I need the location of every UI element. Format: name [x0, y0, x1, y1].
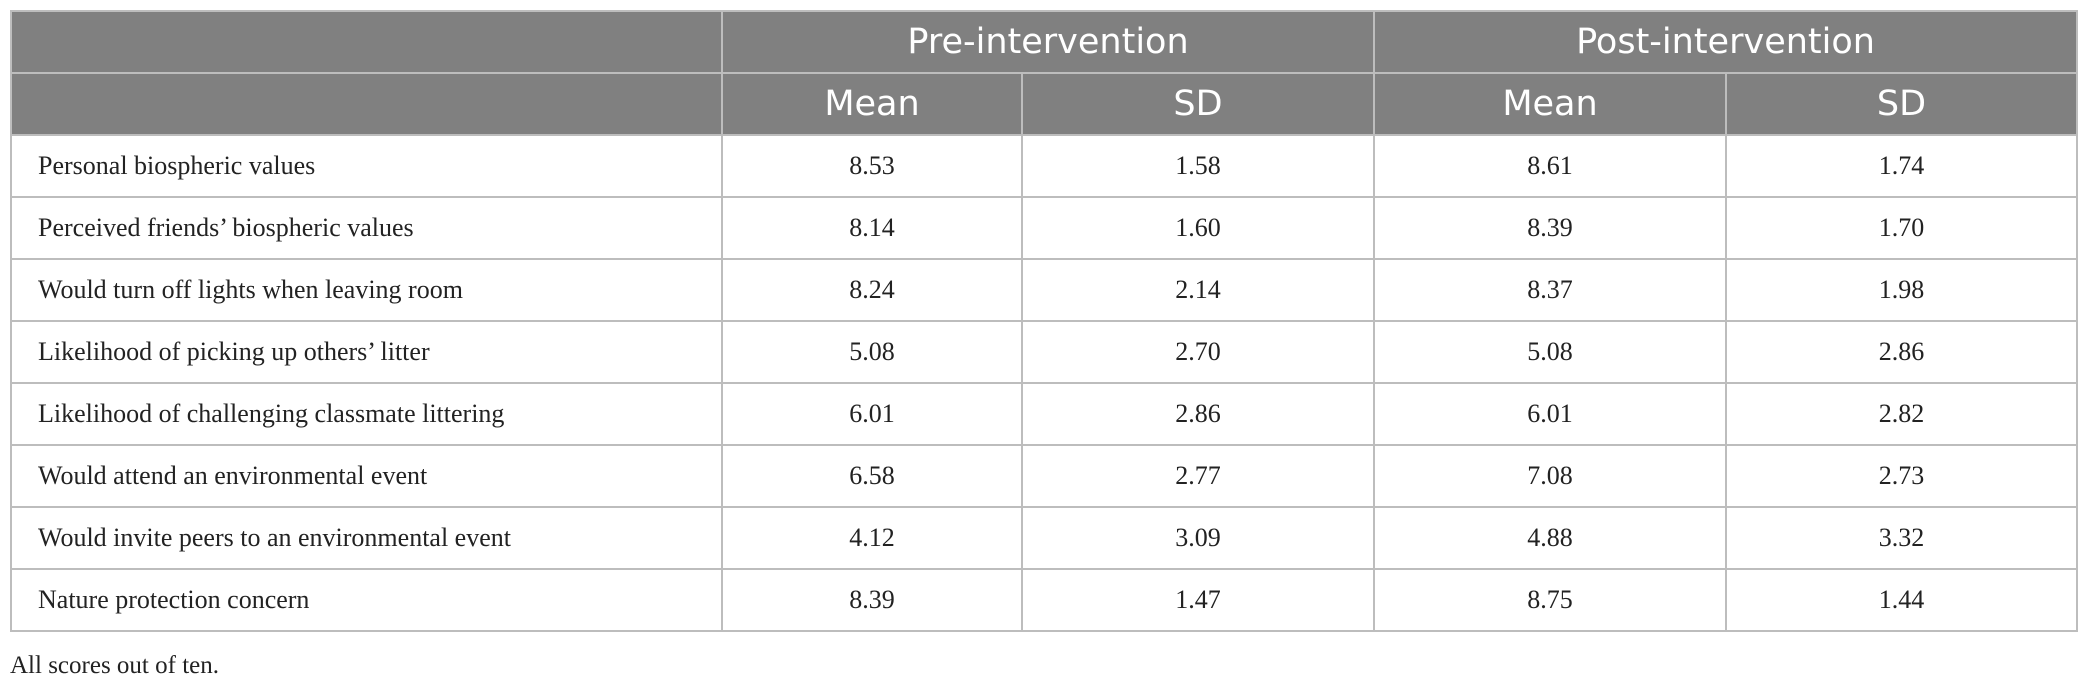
table-footnote: All scores out of ten.: [10, 652, 219, 679]
table-row: Likelihood of picking up others’ litter …: [10, 320, 2079, 384]
table-header: Pre-intervention Post-intervention Mean …: [10, 10, 2079, 136]
pre-mean-cell: 8.39: [721, 568, 1023, 632]
post-sd-cell: 1.44: [1724, 568, 2079, 632]
pre-sd-cell: 1.47: [1021, 568, 1375, 632]
post-sd-cell: 2.82: [1724, 382, 2079, 446]
pre-sd-cell: 2.86: [1021, 382, 1375, 446]
post-mean-cell: 8.37: [1373, 258, 1727, 322]
pre-sd-cell: 2.77: [1021, 444, 1375, 508]
subheader-empty-cell: [10, 72, 723, 136]
pre-mean-cell: 6.58: [721, 444, 1023, 508]
pre-sd-cell: 2.14: [1021, 258, 1375, 322]
header-empty-cell: [10, 10, 723, 74]
post-mean-cell: 7.08: [1373, 444, 1727, 508]
pre-sd-cell: 3.09: [1021, 506, 1375, 570]
table-row: Would invite peers to an environmental e…: [10, 506, 2079, 570]
pre-mean-cell: 8.24: [721, 258, 1023, 322]
post-mean-cell: 8.75: [1373, 568, 1727, 632]
group-header-row: Pre-intervention Post-intervention: [10, 10, 2079, 74]
header-post-intervention: Post-intervention: [1372, 10, 2079, 74]
row-label: Would invite peers to an environmental e…: [10, 506, 723, 570]
table-row: Would turn off lights when leaving room …: [10, 258, 2079, 322]
header-pre-intervention: Pre-intervention: [721, 10, 1375, 74]
row-label: Nature protection concern: [10, 568, 723, 632]
post-sd-cell: 1.74: [1724, 134, 2079, 198]
pre-sd-cell: 1.58: [1021, 134, 1375, 198]
pre-mean-cell: 5.08: [721, 320, 1023, 384]
sub-header-row: Mean SD Mean SD: [10, 72, 2079, 136]
pre-sd-cell: 1.60: [1021, 196, 1375, 260]
post-mean-cell: 5.08: [1373, 320, 1727, 384]
post-sd-cell: 1.70: [1724, 196, 2079, 260]
table-row: Personal biospheric values 8.53 1.58 8.6…: [10, 134, 2079, 198]
subheader-pre-mean: Mean: [721, 72, 1023, 136]
table-body: Personal biospheric values 8.53 1.58 8.6…: [10, 134, 2079, 632]
post-sd-cell: 2.73: [1724, 444, 2079, 508]
pre-mean-cell: 8.53: [721, 134, 1023, 198]
post-mean-cell: 6.01: [1373, 382, 1727, 446]
subheader-post-mean: Mean: [1373, 72, 1727, 136]
subheader-post-sd: SD: [1724, 72, 2079, 136]
pre-mean-cell: 6.01: [721, 382, 1023, 446]
row-label: Would turn off lights when leaving room: [10, 258, 723, 322]
table-row: Nature protection concern 8.39 1.47 8.75…: [10, 568, 2079, 632]
results-table: Pre-intervention Post-intervention Mean …: [10, 10, 2079, 632]
subheader-pre-sd: SD: [1021, 72, 1375, 136]
row-label: Likelihood of challenging classmate litt…: [10, 382, 723, 446]
pre-mean-cell: 4.12: [721, 506, 1023, 570]
post-sd-cell: 3.32: [1724, 506, 2079, 570]
table-row: Perceived friends’ biospheric values 8.1…: [10, 196, 2079, 260]
row-label: Perceived friends’ biospheric values: [10, 196, 723, 260]
pre-mean-cell: 8.14: [721, 196, 1023, 260]
row-label: Would attend an environmental event: [10, 444, 723, 508]
row-label: Likelihood of picking up others’ litter: [10, 320, 723, 384]
post-sd-cell: 2.86: [1724, 320, 2079, 384]
post-mean-cell: 4.88: [1373, 506, 1727, 570]
post-mean-cell: 8.61: [1373, 134, 1727, 198]
table-row: Likelihood of challenging classmate litt…: [10, 382, 2079, 446]
row-label: Personal biospheric values: [10, 134, 723, 198]
table-row: Would attend an environmental event 6.58…: [10, 444, 2079, 508]
post-sd-cell: 1.98: [1724, 258, 2079, 322]
post-mean-cell: 8.39: [1373, 196, 1727, 260]
pre-sd-cell: 2.70: [1021, 320, 1375, 384]
